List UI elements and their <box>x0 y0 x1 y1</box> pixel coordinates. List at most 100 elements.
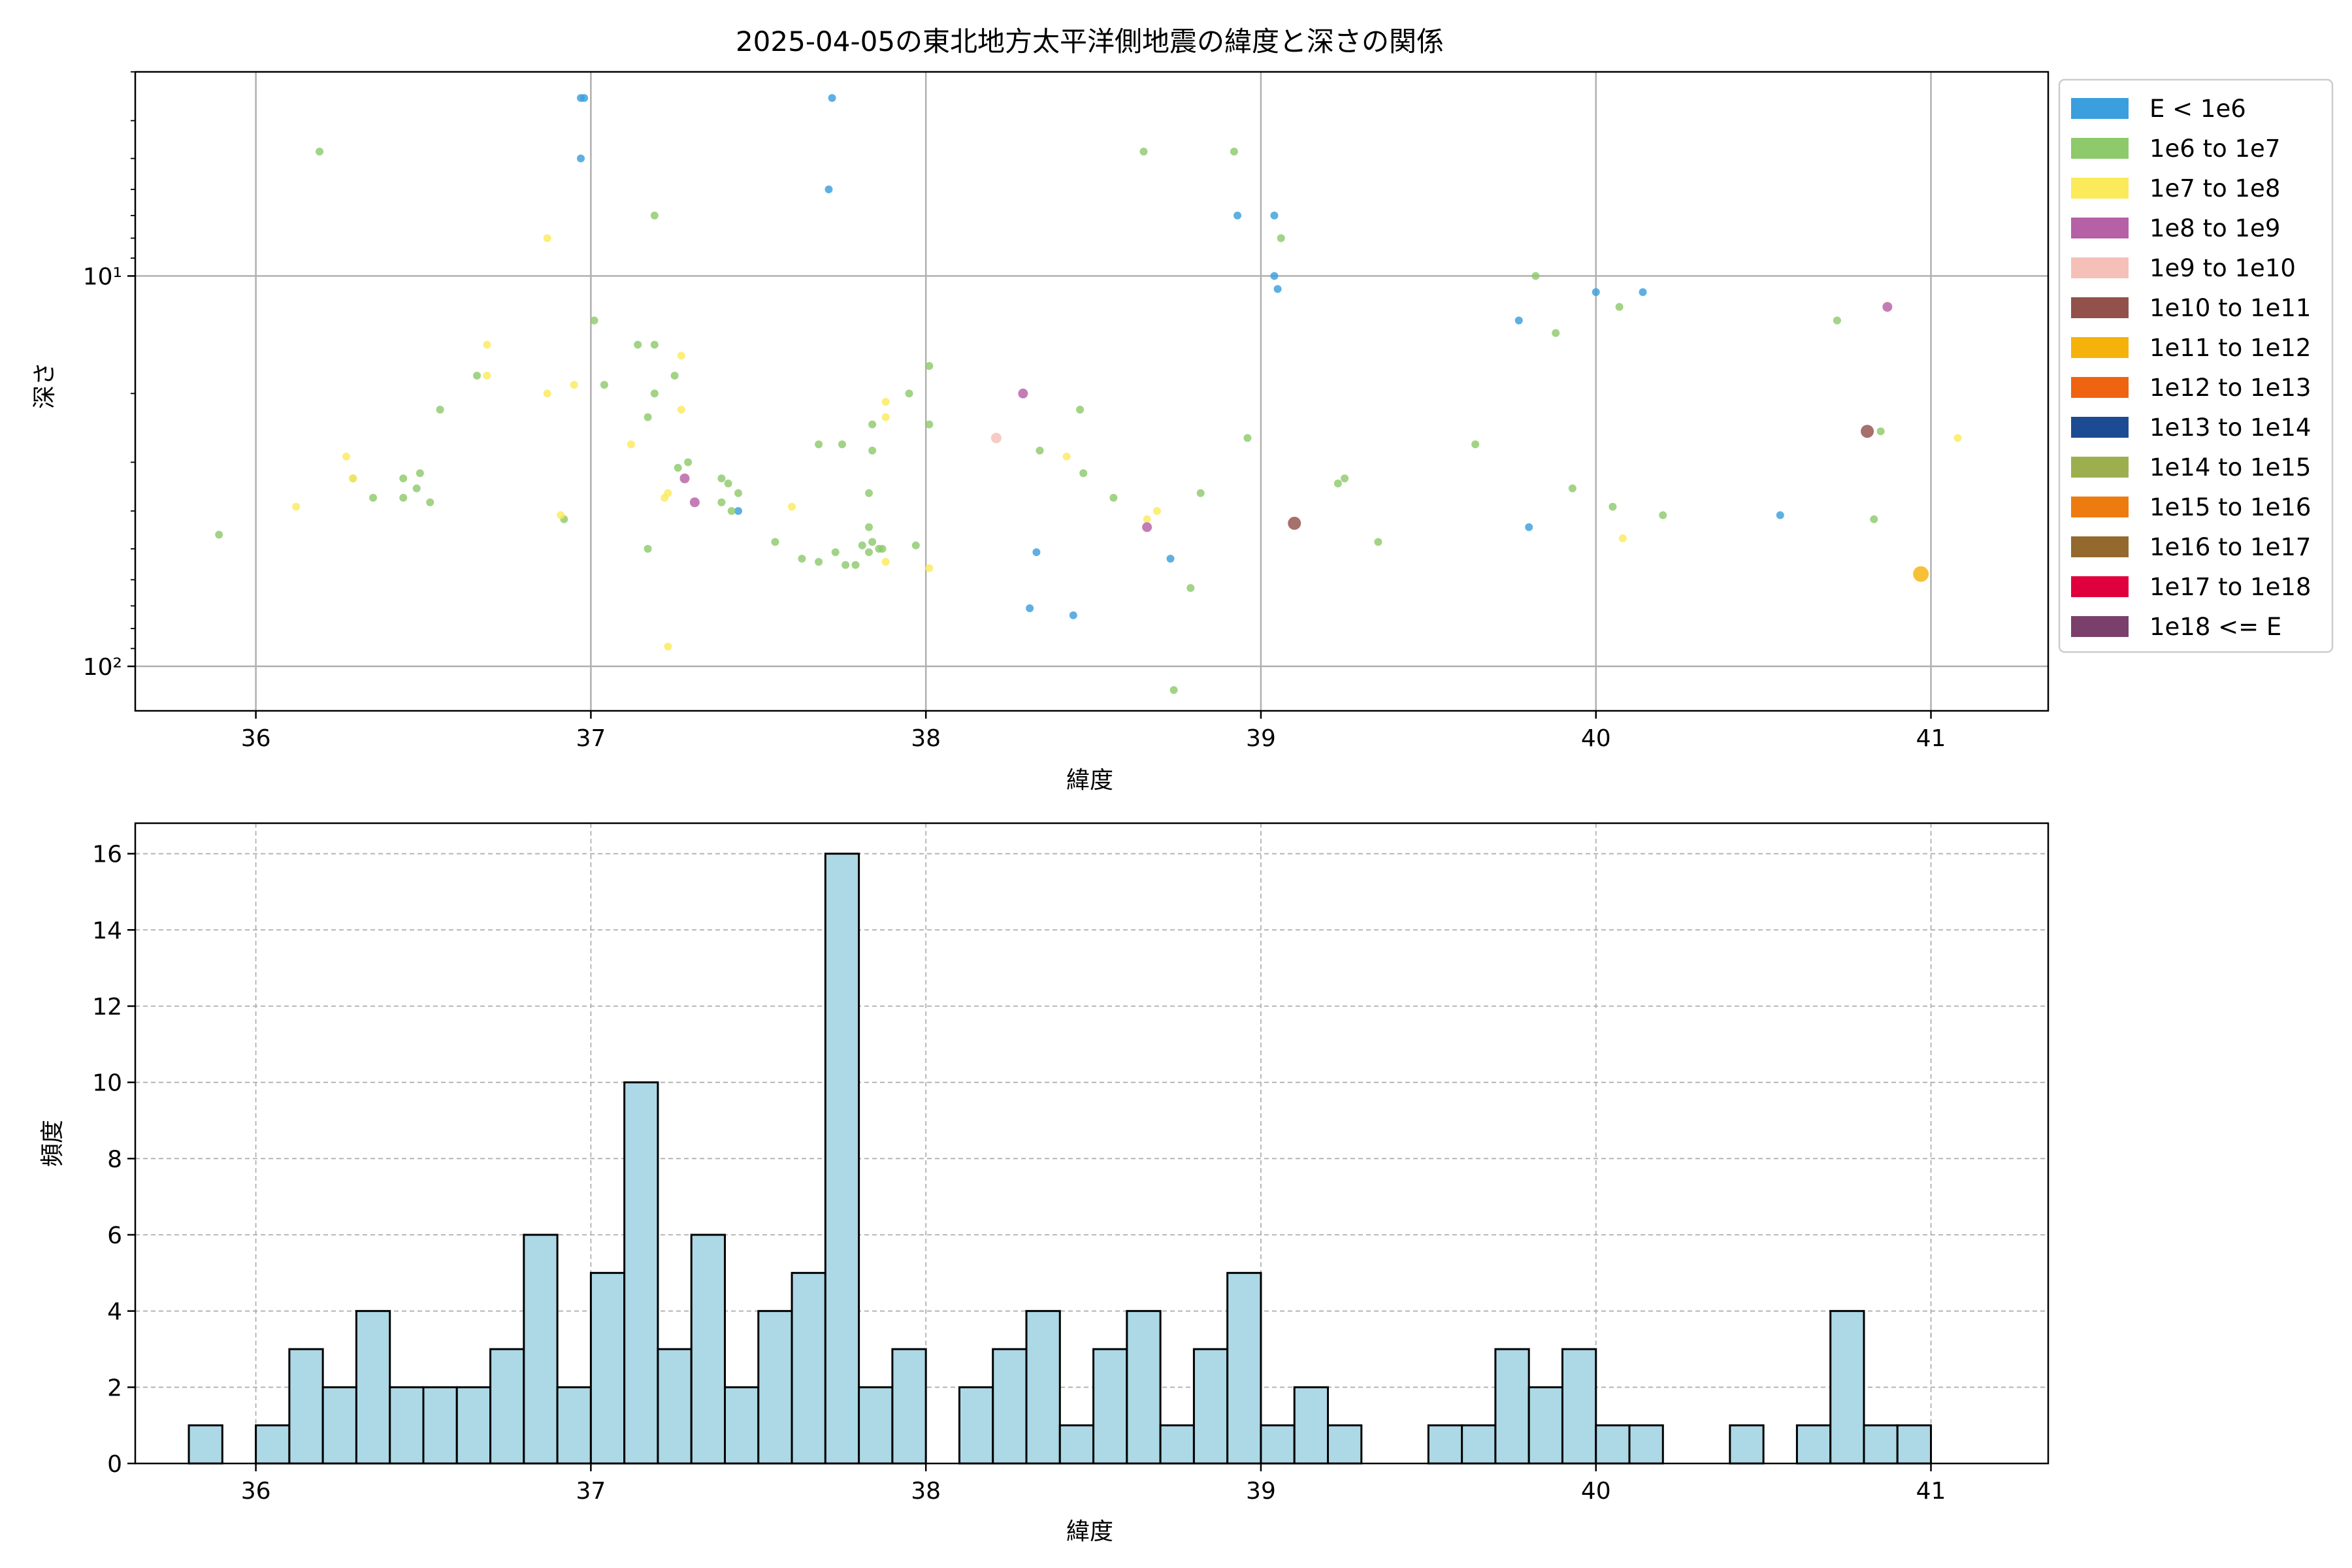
scatter-point <box>1659 511 1667 519</box>
histogram-bar <box>1461 1424 1497 1465</box>
scatter-y-tick-label: 10² <box>83 654 122 681</box>
scatter-point <box>644 413 652 421</box>
scatter-point <box>1196 489 1205 497</box>
scatter-point <box>349 474 357 483</box>
histogram-bar <box>188 1424 223 1465</box>
histogram-bar <box>1896 1424 1933 1465</box>
legend-label: 1e7 to 1e8 <box>2149 174 2280 203</box>
scatter-axes-frame <box>134 71 2050 712</box>
scatter-point <box>1036 446 1044 455</box>
scatter-point <box>590 316 598 325</box>
histogram-bar <box>657 1348 693 1465</box>
legend-swatch <box>2071 297 2129 318</box>
histogram-bar <box>1795 1424 1832 1465</box>
scatter-point <box>1243 434 1252 442</box>
scatter-point <box>734 507 743 515</box>
legend-swatch <box>2071 337 2129 358</box>
histogram-bar <box>1293 1386 1330 1465</box>
scatter-point <box>627 440 635 449</box>
scatter-x-tick-label: 41 <box>1916 725 1946 752</box>
scatter-point <box>868 420 877 429</box>
histogram-y-tick-label: 10 <box>92 1070 122 1097</box>
scatter-point <box>543 389 551 398</box>
legend-swatch <box>2071 417 2129 438</box>
scatter-point <box>1076 406 1085 414</box>
scatter-point <box>925 564 934 572</box>
scatter-y-tick-label: 10¹ <box>83 263 122 290</box>
scatter-point <box>436 406 444 414</box>
legend-swatch <box>2071 138 2129 159</box>
scatter-y-ticks: 10¹ 10² <box>83 71 135 681</box>
legend-swatch <box>2071 98 2129 119</box>
legend-label: 1e17 to 1e18 <box>2149 573 2311 601</box>
histogram-bar <box>1729 1424 1765 1465</box>
scatter-point <box>1514 316 1523 325</box>
histogram-bar <box>1595 1424 1631 1465</box>
scatter-point <box>1026 604 1034 613</box>
scatter-point <box>1870 515 1878 523</box>
scatter-point <box>727 507 736 515</box>
scatter-point <box>677 351 685 360</box>
scatter-point <box>815 558 823 566</box>
histogram-bar <box>556 1386 592 1465</box>
scatter-point <box>689 497 700 508</box>
legend-label: 1e8 to 1e9 <box>2149 214 2280 242</box>
scatter-point <box>1876 427 1885 436</box>
scatter-point <box>881 397 890 406</box>
scatter-point <box>677 406 685 414</box>
legend: E < 1e6 1e6 to 1e7 1e7 to 1e8 1e8 to 1e9 1e9… <box>2058 78 2334 653</box>
histogram: 36 37 38 39 40 41 0 2 4 6 8 10 12 14 16 緯度 頻度 <box>39 822 2050 1545</box>
scatter-point <box>717 474 726 483</box>
scatter-point <box>1139 147 1148 155</box>
histogram-bar <box>824 853 860 1465</box>
scatter-point <box>426 498 434 506</box>
histogram-bar <box>1192 1348 1229 1465</box>
histogram-y-tick-label: 2 <box>107 1375 122 1401</box>
histogram-bar <box>1327 1424 1363 1465</box>
scatter-point <box>1079 469 1088 478</box>
histogram-y-tick-label: 0 <box>107 1451 122 1478</box>
scatter-point <box>881 558 890 566</box>
histogram-bar <box>791 1271 826 1465</box>
histogram-bar <box>1092 1348 1128 1465</box>
scatter-point <box>990 433 1002 444</box>
scatter-point <box>215 531 223 539</box>
histogram-bar <box>321 1386 357 1465</box>
scatter-point <box>1615 302 1624 311</box>
histogram-x-tick-label: 40 <box>1581 1478 1611 1505</box>
scatter-point <box>1531 272 1540 280</box>
scatter-point <box>679 473 690 483</box>
scatter-x-axis-label: 緯度 <box>1066 767 1113 794</box>
scatter-point <box>412 484 421 493</box>
scatter-point <box>1270 272 1279 280</box>
scatter-point <box>831 548 840 557</box>
scatter-point <box>1270 211 1279 220</box>
scatter-point <box>1913 566 1929 582</box>
histogram-bar <box>489 1348 525 1465</box>
scatter-point <box>788 502 796 511</box>
scatter-point <box>1333 479 1342 487</box>
legend-label: 1e9 to 1e10 <box>2149 254 2296 282</box>
legend-label: E < 1e6 <box>2149 95 2246 123</box>
histogram-bar <box>1863 1424 1899 1465</box>
legend-label: 1e16 to 1e17 <box>2149 533 2311 561</box>
scatter-point <box>1230 147 1238 155</box>
scatter-point <box>1273 285 1282 293</box>
histogram-bar <box>1058 1424 1095 1465</box>
histogram-bar <box>1260 1424 1296 1465</box>
histogram-bar <box>1025 1310 1061 1465</box>
scatter-point <box>1277 234 1285 242</box>
histogram-bar <box>1829 1310 1865 1465</box>
scatter-point <box>483 340 491 349</box>
scatter-point <box>543 234 551 242</box>
scatter-point <box>864 489 873 497</box>
scatter-point <box>1186 584 1195 593</box>
histogram-bar <box>1126 1310 1162 1465</box>
scatter-point <box>1592 288 1600 297</box>
scatter-point <box>858 541 866 549</box>
scatter-point <box>911 541 920 549</box>
histogram-bar <box>1494 1348 1530 1465</box>
scatter-point <box>670 371 679 380</box>
scatter-point <box>1525 523 1533 531</box>
scatter-point <box>828 94 836 103</box>
